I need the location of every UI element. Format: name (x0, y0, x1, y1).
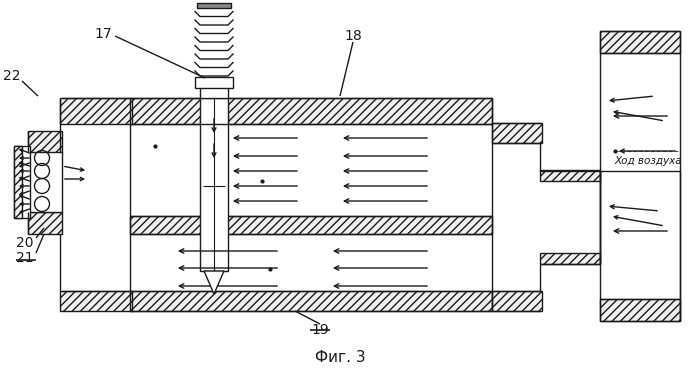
Bar (14, 146, 30, 218)
Text: 21: 21 (16, 251, 34, 265)
Bar (600, 299, 680, 321)
Text: 20: 20 (16, 236, 34, 250)
Bar (492, 123, 542, 143)
Bar (60, 98, 132, 124)
Text: 19: 19 (311, 323, 329, 337)
Text: Ход воздуха: Ход воздуха (614, 156, 682, 166)
Bar (130, 98, 492, 124)
Bar (200, 116, 228, 271)
Bar (200, 83, 228, 98)
Text: 17: 17 (94, 27, 112, 41)
Polygon shape (204, 271, 224, 294)
Bar (540, 170, 600, 181)
Bar (540, 253, 600, 264)
Bar (60, 291, 132, 311)
Text: 22: 22 (4, 69, 21, 83)
Bar (130, 291, 492, 311)
Bar (195, 77, 233, 88)
Bar (130, 216, 492, 234)
Bar (28, 131, 62, 153)
Bar (492, 291, 542, 311)
Text: Фиг. 3: Фиг. 3 (315, 350, 365, 366)
Bar (28, 212, 62, 234)
Bar (28, 152, 62, 212)
Bar (197, 3, 231, 8)
Bar (14, 146, 22, 218)
Bar (600, 31, 680, 53)
Text: 18: 18 (344, 29, 362, 43)
Bar (200, 98, 228, 124)
